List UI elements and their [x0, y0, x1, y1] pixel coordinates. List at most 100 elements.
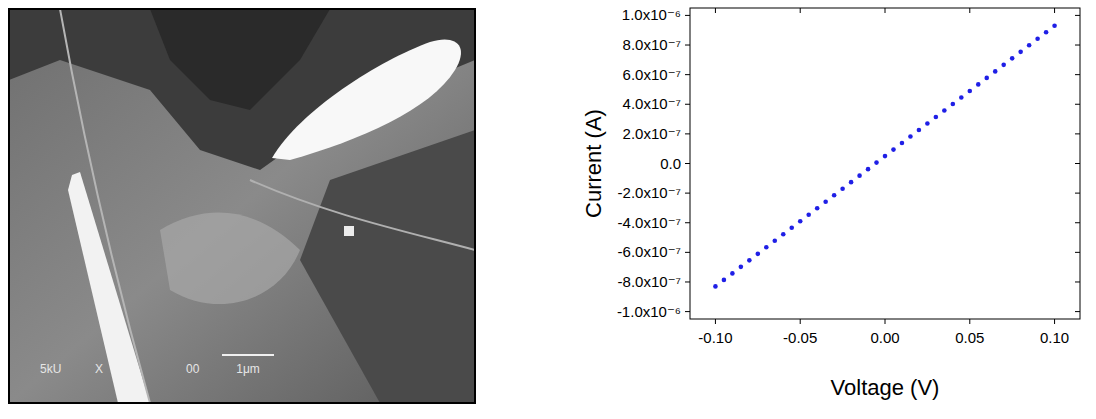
data-point [739, 265, 744, 270]
data-point [730, 271, 735, 276]
x-tick [885, 319, 886, 324]
y-tick [685, 74, 690, 75]
y-tick-label: 8.0x10⁻⁷ [623, 36, 681, 53]
plot-frame [690, 8, 1080, 319]
data-point [908, 134, 913, 139]
data-point [781, 232, 786, 237]
data-point [815, 206, 820, 211]
data-point [1044, 30, 1049, 35]
data-point [984, 76, 989, 81]
data-point [789, 225, 794, 230]
sem-dark-region [150, 9, 330, 110]
y-tick [685, 45, 690, 46]
y-tick-label: 2.0x10⁻⁷ [623, 125, 681, 142]
y-tick [1075, 222, 1080, 223]
data-point [891, 147, 896, 152]
y-axis-title: Current (A) [581, 109, 606, 218]
data-point [747, 258, 752, 263]
y-tick [1075, 193, 1080, 194]
y-tick [685, 281, 690, 282]
data-point [1010, 56, 1015, 61]
y-tick-label: 1.0x10⁻⁶ [622, 6, 681, 23]
data-point [951, 102, 956, 107]
sem-particle [344, 226, 354, 236]
sem-probe [68, 172, 150, 403]
data-point [942, 108, 947, 113]
data-point [1035, 37, 1040, 42]
data-point [806, 212, 811, 217]
sem-label: 5kU [40, 362, 61, 376]
data-point [967, 89, 972, 94]
sem-probe [272, 39, 461, 160]
x-tick [885, 8, 886, 13]
x-tick [715, 319, 716, 324]
y-tick [1075, 133, 1080, 134]
data-point [1018, 50, 1023, 55]
sem-background [9, 9, 475, 403]
data-point [993, 69, 998, 74]
sem-scale-bar [222, 354, 274, 356]
data-point [866, 167, 871, 172]
y-tick [685, 15, 690, 16]
data-point [798, 219, 803, 224]
x-tick-label: 0.05 [955, 329, 984, 346]
data-point [925, 121, 930, 126]
data-point [874, 160, 879, 165]
sem-label: X [95, 362, 103, 376]
sem-nanowire [250, 180, 475, 250]
data-point [713, 284, 718, 289]
y-tick-label: 4.0x10⁻⁷ [623, 95, 681, 112]
x-tick [800, 8, 801, 13]
y-tick [1075, 311, 1080, 312]
y-tick [685, 133, 690, 134]
y-tick [685, 311, 690, 312]
x-tick-label: -0.05 [783, 329, 817, 346]
data-point [1001, 63, 1006, 68]
data-point [1052, 23, 1057, 28]
data-point [756, 252, 761, 257]
sem-dark-region [9, 9, 475, 170]
page: 5kUX001μm-1.0x10⁻⁶-8.0x10⁻⁷-6.0x10⁻⁷-4.0… [0, 0, 1096, 419]
sem-bright-region [160, 213, 300, 305]
y-tick [1075, 163, 1080, 164]
data-point [823, 199, 828, 204]
y-tick [685, 163, 690, 164]
y-tick [1075, 104, 1080, 105]
x-tick [1054, 319, 1055, 324]
sem-label: 00 [186, 362, 200, 376]
data-point [849, 180, 854, 185]
x-tick [1054, 8, 1055, 13]
y-tick [685, 252, 690, 253]
y-tick [685, 193, 690, 194]
x-tick [969, 8, 970, 13]
y-tick [1075, 281, 1080, 282]
y-tick [685, 104, 690, 105]
sem-dark-region [300, 130, 475, 403]
x-tick-label: 0.10 [1040, 329, 1069, 346]
x-tick [715, 8, 716, 13]
data-point [772, 239, 777, 244]
y-tick [685, 222, 690, 223]
y-tick-label: 6.0x10⁻⁷ [623, 66, 681, 83]
data-point [722, 278, 727, 283]
x-axis-title: Voltage (V) [831, 375, 940, 400]
sem-nanowire [60, 9, 150, 403]
data-point [883, 154, 888, 159]
sem-frame [9, 9, 475, 403]
y-tick [1075, 74, 1080, 75]
data-point [832, 193, 837, 198]
data-point [857, 173, 862, 178]
y-tick [1075, 15, 1080, 16]
x-tick [969, 319, 970, 324]
y-tick [1075, 45, 1080, 46]
data-points [713, 23, 1057, 288]
y-tick-label: -8.0x10⁻⁷ [618, 273, 681, 290]
data-point [934, 115, 939, 120]
y-tick-label: -4.0x10⁻⁷ [618, 214, 681, 231]
y-tick-label: -1.0x10⁻⁶ [617, 303, 681, 320]
data-point [840, 186, 845, 191]
sem-scale-label: 1μm [236, 362, 260, 376]
data-point [900, 141, 905, 146]
x-tick [800, 319, 801, 324]
x-tick-label: 0.00 [870, 329, 899, 346]
